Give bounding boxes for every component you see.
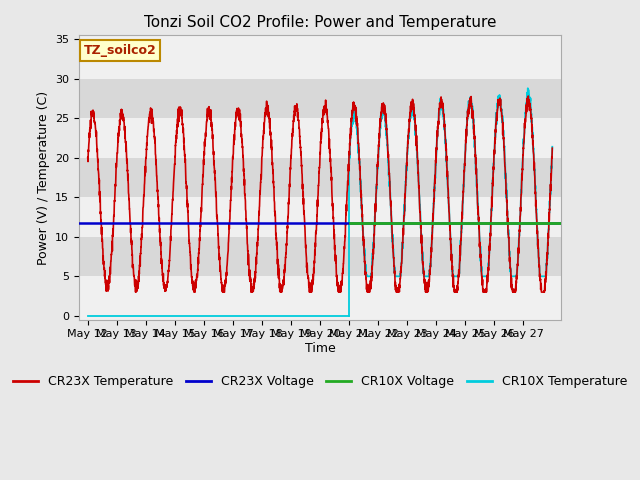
- Title: Tonzi Soil CO2 Profile: Power and Temperature: Tonzi Soil CO2 Profile: Power and Temper…: [144, 15, 496, 30]
- Y-axis label: Power (V) / Temperature (C): Power (V) / Temperature (C): [36, 91, 49, 264]
- Legend: CR23X Temperature, CR23X Voltage, CR10X Voltage, CR10X Temperature: CR23X Temperature, CR23X Voltage, CR10X …: [8, 370, 632, 393]
- Text: TZ_soilco2: TZ_soilco2: [84, 44, 157, 57]
- Bar: [79, 79, 561, 118]
- Bar: [79, 237, 561, 276]
- X-axis label: Time: Time: [305, 342, 335, 355]
- Bar: [79, 158, 561, 197]
